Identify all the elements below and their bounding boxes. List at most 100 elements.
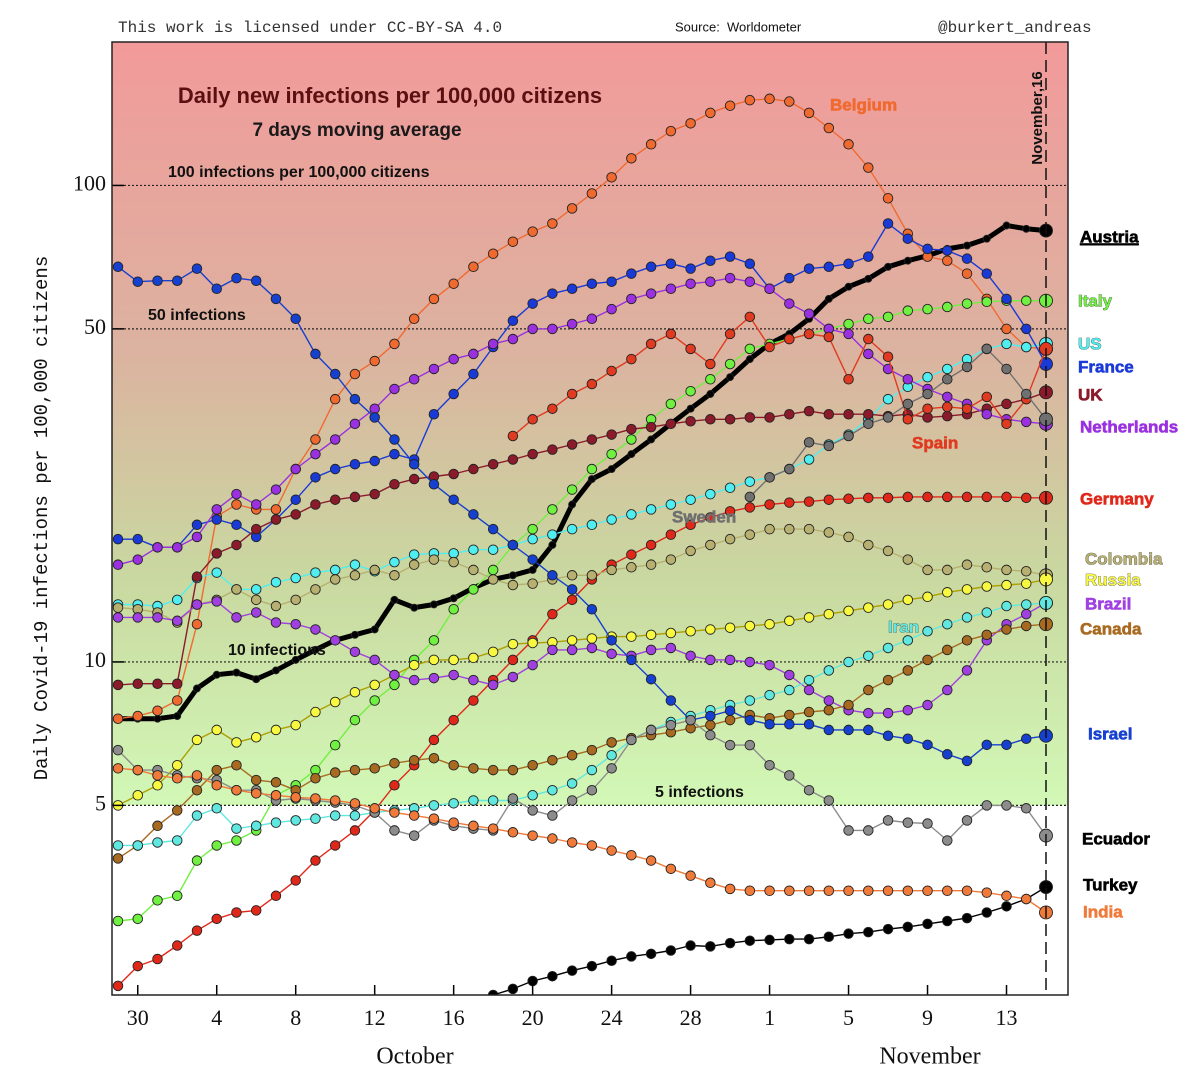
data-point [1001,418,1012,430]
data-point [665,554,677,565]
data-point [744,620,756,632]
x-tick-label: 12 [364,1005,386,1030]
data-point [784,272,795,284]
data-point [329,393,341,405]
data-point [349,559,361,570]
data-point [902,594,914,606]
data-point [448,603,459,615]
data-point [1021,620,1032,632]
data-point [468,463,479,475]
data-point [231,519,242,531]
data-point [250,774,262,786]
data-point [231,823,242,834]
data-point [705,414,716,425]
data-point [665,945,677,956]
data-point [369,803,380,814]
data-point [310,706,321,718]
data-point [389,383,400,395]
data-point [527,298,538,309]
data-point [566,584,578,595]
data-point [863,251,874,262]
data-point [764,760,775,771]
data-point [349,570,361,581]
data-point [566,439,578,450]
data-point [250,584,262,595]
data-point [606,648,617,660]
data-point [527,790,538,801]
data-point [942,410,953,422]
data-point [606,737,617,748]
data-point [705,107,716,119]
data-point [527,659,538,671]
data-point [922,564,933,576]
data-point [171,275,183,286]
data-point [863,492,874,504]
data-point [310,813,321,824]
data-point [843,318,854,330]
data-point [252,675,261,684]
data-point [705,276,716,287]
data-point [566,635,578,646]
data-point [863,539,874,551]
data-point [527,637,538,649]
data-point [152,770,163,781]
data-point [566,795,578,806]
data-point [1021,733,1032,744]
data-point [744,491,756,503]
data-point [389,679,400,691]
data-point [586,633,598,644]
data-point [626,353,637,365]
data-point [468,584,479,595]
data-point [863,408,874,420]
data-point [547,218,558,229]
data-point [803,496,815,507]
data-point [468,564,479,576]
data-point [803,706,815,718]
data-point [645,948,657,960]
data-point [408,559,420,570]
data-point [607,465,616,473]
data-point [487,795,499,806]
reference-label: 50 infections [148,307,246,324]
data-point [626,734,637,746]
data-point [744,276,756,287]
license: This work is licensed under CC-BY-SA 4.0 [118,19,502,37]
data-point [844,282,853,291]
data-point [448,548,459,559]
data-point [1001,739,1012,751]
data-point [448,798,459,809]
data-point [922,491,933,503]
data-point [724,358,736,370]
data-point [193,684,201,693]
data-point [685,415,696,427]
data-point [468,695,479,706]
data-point [507,764,519,776]
data-point [1021,578,1032,589]
data-point [1022,224,1031,233]
data-point [112,744,124,756]
data-point [428,654,440,666]
data-point [369,695,380,706]
data-point [864,274,873,283]
data-point [961,559,973,570]
data-point [626,631,637,642]
data-point [961,268,973,279]
data-point [863,926,874,938]
data-point [724,622,736,633]
data-point [349,458,361,470]
series-label: Germany [1080,489,1154,508]
series-label: Ecuador [1082,829,1150,848]
data-point [803,719,815,730]
plot-background [112,42,1068,806]
data-point [665,642,677,654]
data-point [349,686,361,698]
data-point [487,544,499,555]
data-point [626,509,637,520]
data-point [171,760,183,771]
data-point [468,544,479,555]
data-point [942,301,953,313]
data-point [171,542,183,553]
data-point [152,837,163,848]
data-point [211,724,222,736]
data-point [250,499,262,510]
